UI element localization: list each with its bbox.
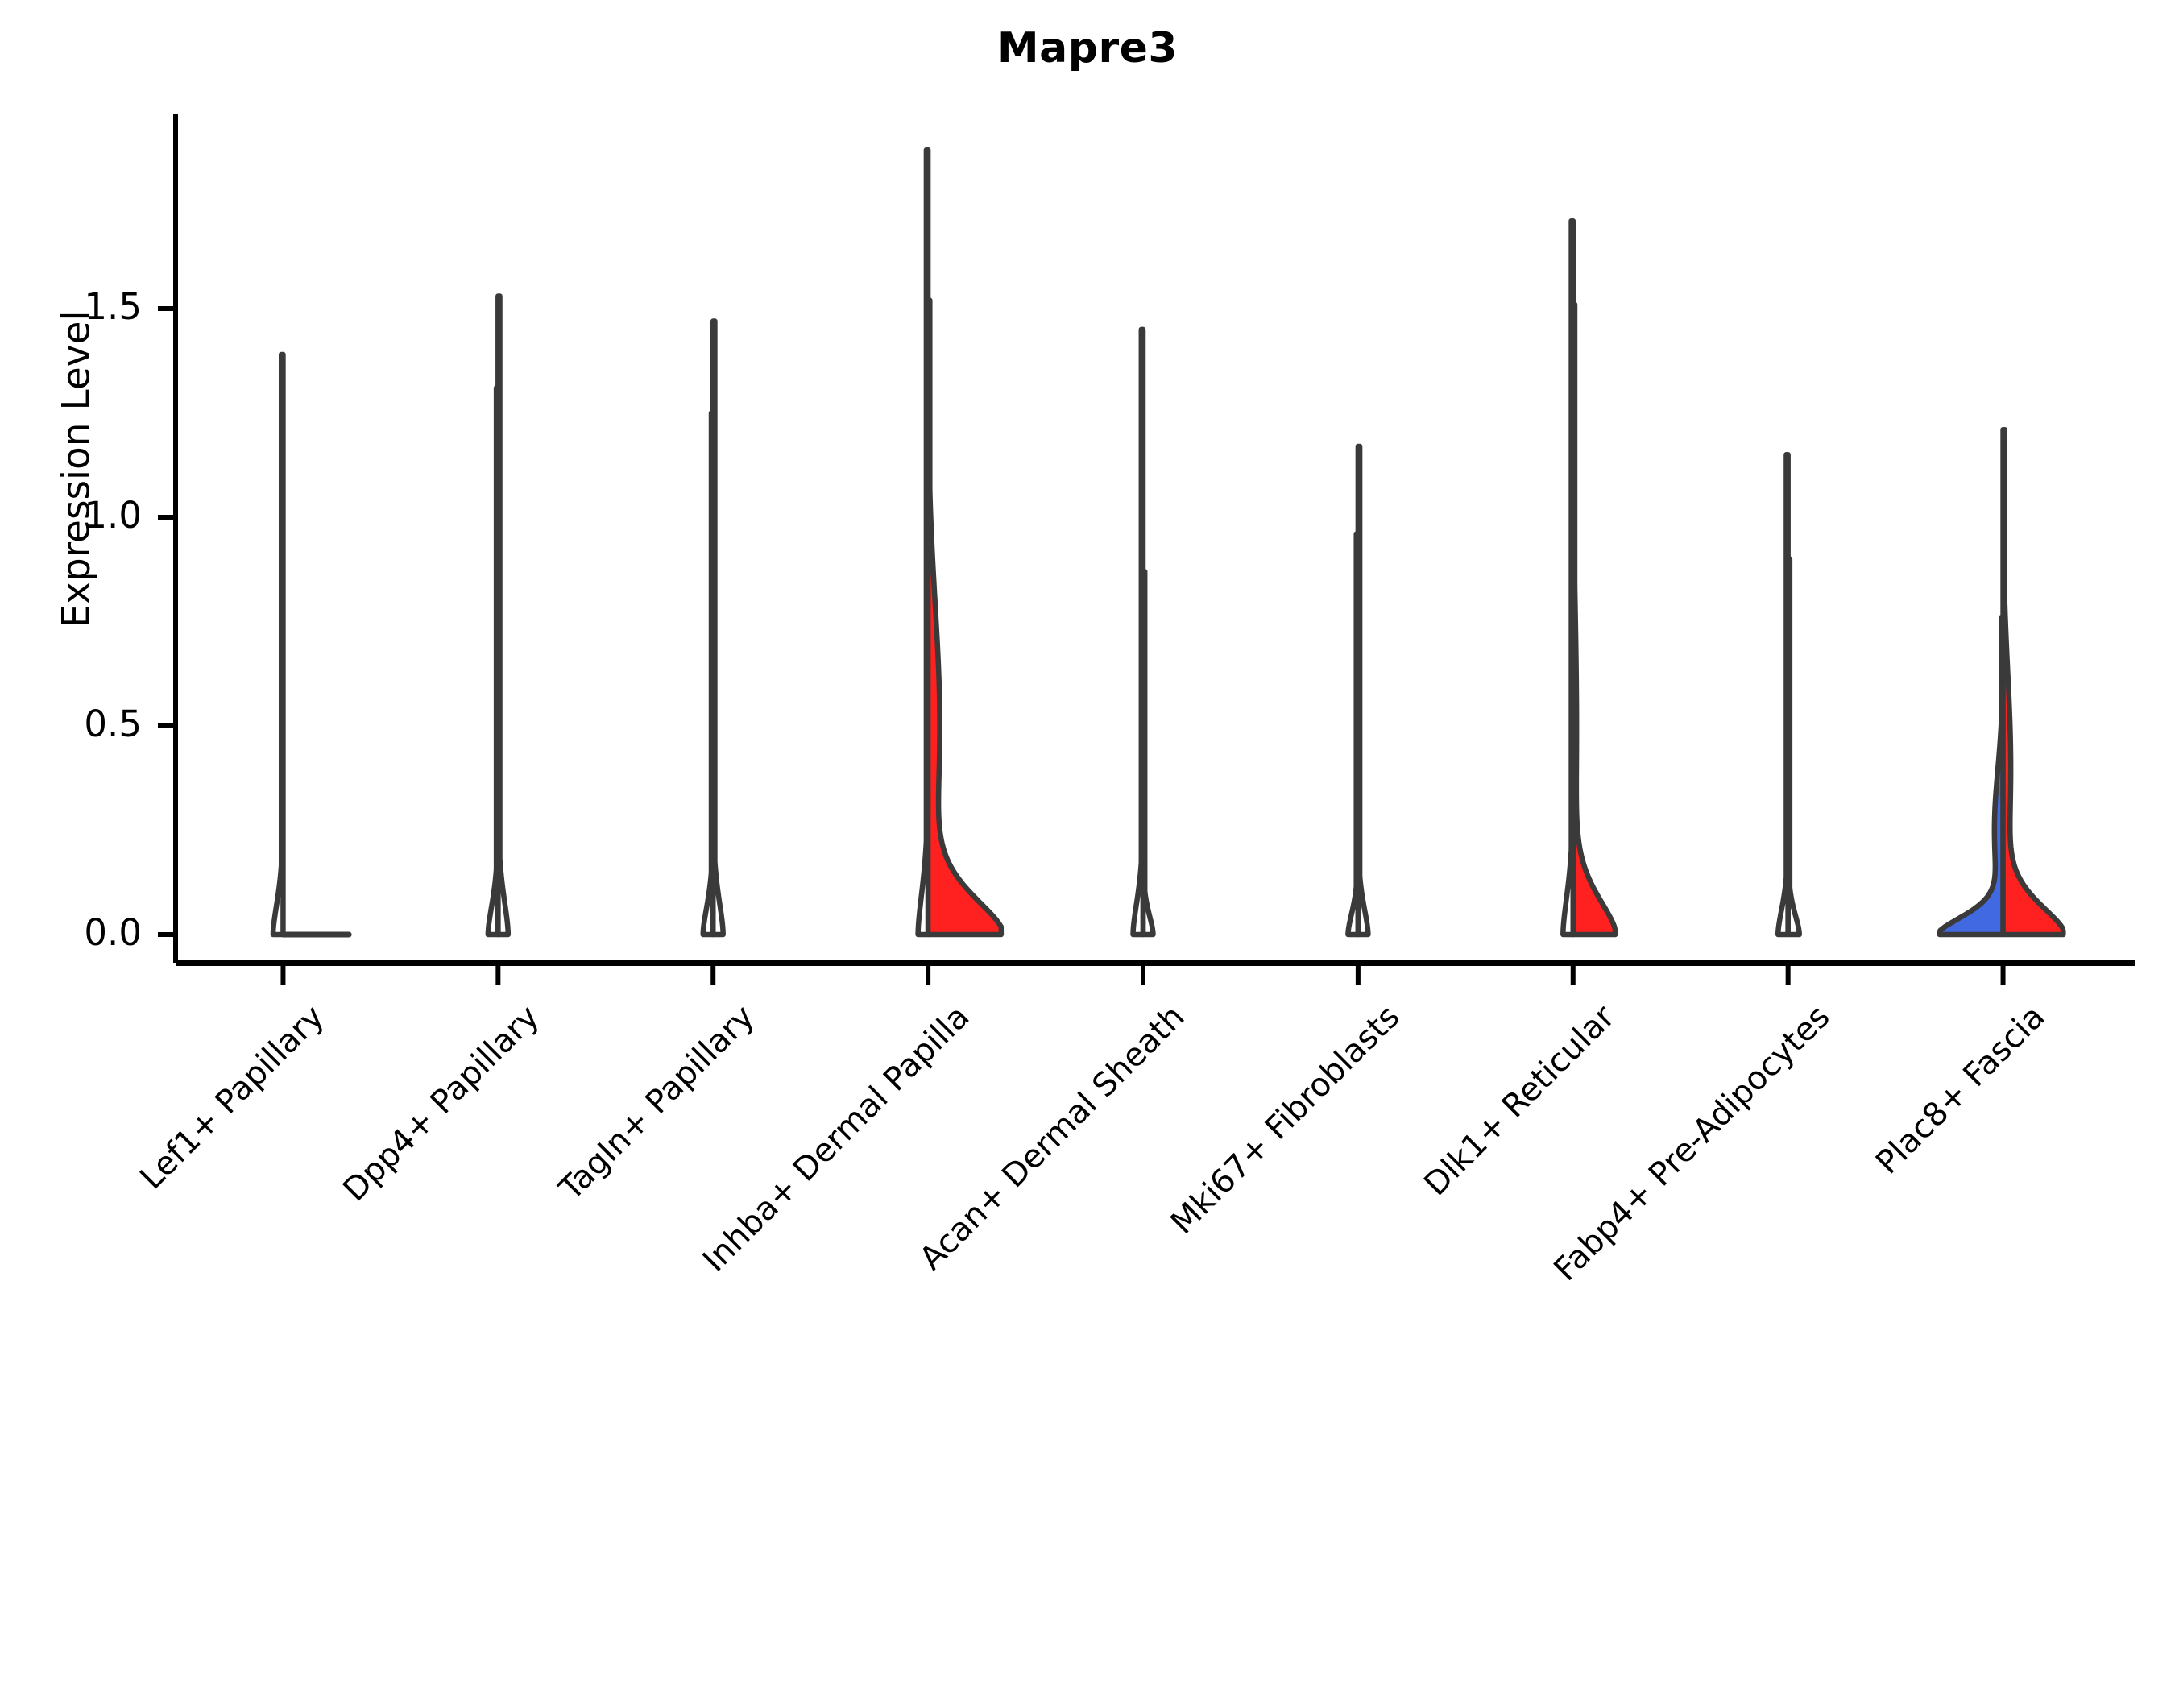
violin-shape bbox=[495, 293, 512, 938]
data-point-bump bbox=[1784, 761, 1792, 766]
violin-group_a-0 bbox=[270, 351, 286, 938]
violin-group_b-1 bbox=[495, 293, 512, 938]
x-axis-tick-label: Plac8+ Fascia bbox=[1868, 998, 2053, 1182]
violin-shape bbox=[1140, 569, 1156, 938]
violin-group_b-5 bbox=[1355, 443, 1371, 938]
violin-group_b-2 bbox=[710, 318, 726, 938]
data-point-bump bbox=[1784, 811, 1792, 816]
violin-shape bbox=[2000, 426, 2066, 938]
violin-shape bbox=[925, 297, 1005, 938]
x-axis-tick-label: Inhba+ Dermal Papilla bbox=[695, 998, 977, 1279]
violin-shape bbox=[270, 351, 286, 938]
violin-group_b-8 bbox=[2000, 426, 2066, 938]
fabp4-point-bumps bbox=[1784, 557, 1792, 848]
data-point-bump bbox=[1784, 557, 1792, 562]
violin-group_b-3 bbox=[925, 297, 1005, 938]
y-axis-tick-label: 1.5 bbox=[84, 285, 142, 328]
violin-shape bbox=[1570, 301, 1618, 938]
x-axis-tick-label: Acan+ Dermal Sheath bbox=[912, 998, 1192, 1278]
data-point-bump bbox=[1784, 723, 1792, 728]
y-axis-tick-label: 0.0 bbox=[84, 911, 142, 954]
x-axis-tick-label: Fabp4+ Pre-Adipocytes bbox=[1547, 998, 1837, 1289]
x-axis-tick-label: Mki67+ Fibroblasts bbox=[1163, 998, 1407, 1242]
violin-shape bbox=[1785, 556, 1802, 938]
y-axis-tick-labels: 0.0 0.5 1.0 1.5 bbox=[0, 0, 173, 1450]
violin-group_b-4 bbox=[1140, 569, 1156, 938]
x-axis-tick-label: Dpp4+ Papillary bbox=[336, 998, 547, 1209]
x-axis-tick-labels: Lef1+ Papillary Dpp4+ Papillary TagIn+ Pap… bbox=[134, 998, 2052, 1288]
data-point-bump bbox=[1784, 843, 1792, 848]
plot-canvas bbox=[158, 114, 2135, 985]
data-point-bump bbox=[1784, 807, 1792, 812]
violin-shape bbox=[710, 318, 726, 938]
violin-group_b-6 bbox=[1570, 301, 1618, 938]
x-axis-tick-label: TagIn+ Papillary bbox=[553, 998, 762, 1208]
data-point-bump bbox=[1784, 813, 1792, 818]
x-axis-tick-label: Dlk1+ Reticular bbox=[1417, 998, 1622, 1204]
y-axis-tick-label: 0.5 bbox=[84, 703, 142, 745]
y-axis-tick-label: 1.0 bbox=[84, 494, 142, 537]
violin-plot-figure: Mapre3 Expression Level 0.0 0.5 1.0 1.5 Lef… bbox=[0, 0, 2135, 1450]
data-point-bump bbox=[1784, 734, 1792, 739]
page-title: Mapre3 bbox=[996, 24, 1179, 73]
data-point-bump bbox=[1784, 784, 1792, 789]
violin-shape bbox=[1355, 443, 1371, 938]
violin-group_b-7 bbox=[1785, 556, 1802, 938]
